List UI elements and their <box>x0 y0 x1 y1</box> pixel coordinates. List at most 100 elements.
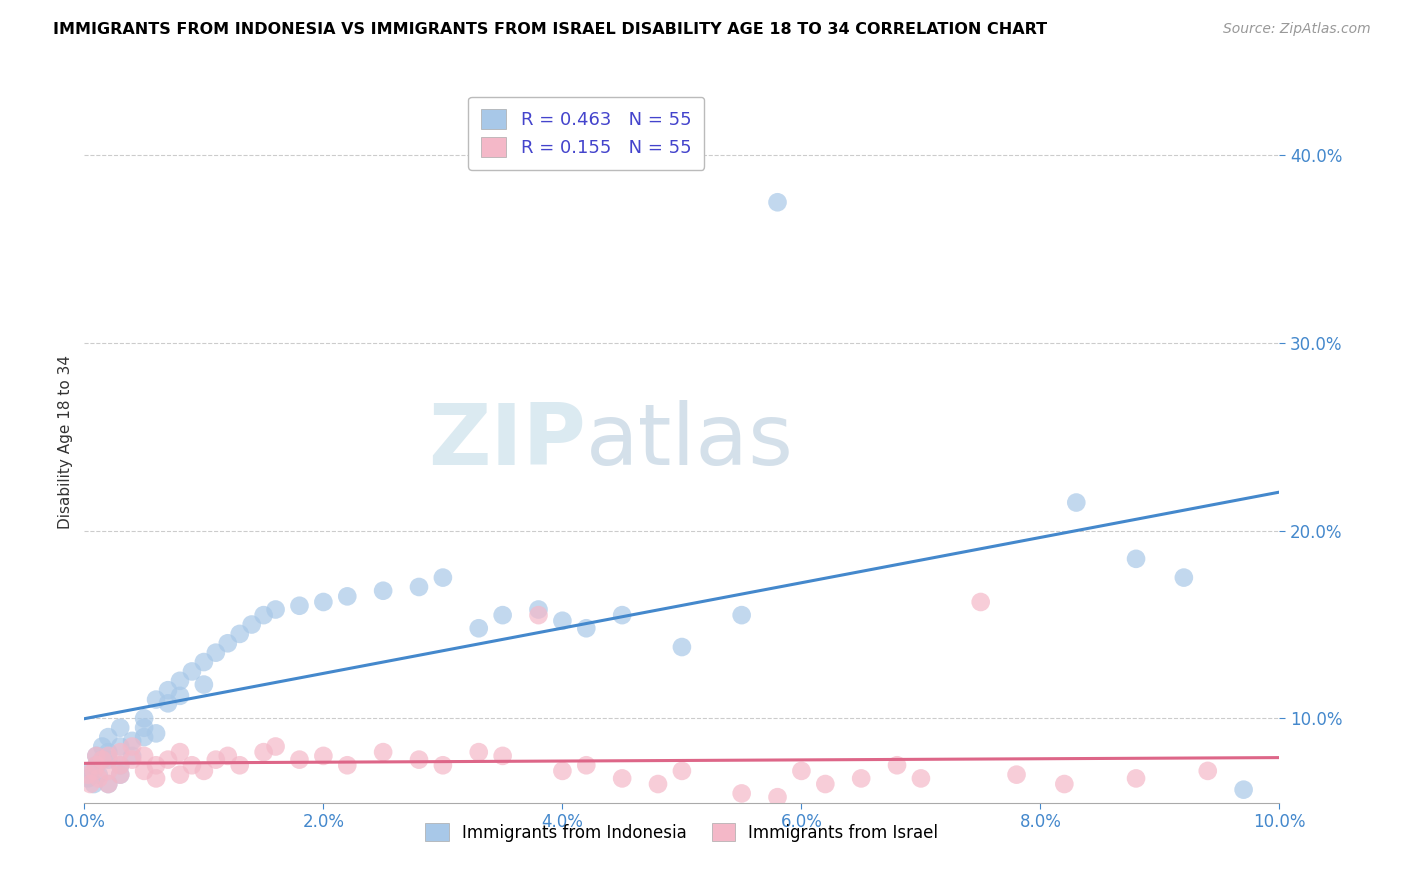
Point <box>97 764 120 778</box>
Point <box>97 748 120 763</box>
Point <box>575 758 598 772</box>
Point <box>575 621 598 635</box>
Point <box>336 758 359 772</box>
Point <box>121 753 143 767</box>
Point <box>240 617 263 632</box>
Point <box>492 608 515 623</box>
Point <box>97 777 120 791</box>
Point <box>145 692 167 706</box>
Point <box>312 748 335 763</box>
Point <box>110 758 132 772</box>
Text: atlas: atlas <box>586 400 794 483</box>
Point <box>77 767 100 781</box>
Point <box>83 764 105 778</box>
Point <box>288 599 311 613</box>
Point <box>157 683 180 698</box>
Point <box>671 640 693 654</box>
Point <box>814 777 837 791</box>
Text: IMMIGRANTS FROM INDONESIA VS IMMIGRANTS FROM ISRAEL DISABILITY AGE 18 TO 34 CORR: IMMIGRANTS FROM INDONESIA VS IMMIGRANTS … <box>53 22 1047 37</box>
Point <box>551 764 574 778</box>
Point <box>132 711 156 725</box>
Point <box>169 689 191 703</box>
Point <box>79 777 101 791</box>
Point <box>253 608 276 623</box>
Point <box>79 764 101 778</box>
Point <box>157 696 180 710</box>
Point <box>110 767 132 781</box>
Point <box>288 753 311 767</box>
Point <box>851 772 873 786</box>
Point <box>91 739 114 754</box>
Point <box>1233 782 1256 797</box>
Point <box>169 745 191 759</box>
Point <box>97 730 120 744</box>
Point <box>468 745 491 759</box>
Point <box>145 772 167 786</box>
Point <box>766 790 789 805</box>
Point <box>336 590 359 604</box>
Point <box>193 764 215 778</box>
Point <box>551 614 574 628</box>
Point <box>731 608 754 623</box>
Point <box>169 673 191 688</box>
Point <box>83 777 105 791</box>
Point <box>205 753 228 767</box>
Point <box>91 753 114 767</box>
Point <box>77 772 100 786</box>
Point <box>408 580 430 594</box>
Point <box>766 195 789 210</box>
Point <box>110 739 132 754</box>
Point <box>91 753 114 767</box>
Point <box>205 646 228 660</box>
Point <box>97 745 120 759</box>
Point <box>264 739 287 754</box>
Point <box>731 786 754 800</box>
Point <box>193 677 215 691</box>
Legend: Immigrants from Indonesia, Immigrants from Israel: Immigrants from Indonesia, Immigrants fr… <box>419 817 945 848</box>
Point <box>132 764 156 778</box>
Point <box>157 753 180 767</box>
Point <box>86 748 108 763</box>
Point <box>1066 495 1088 509</box>
Point <box>121 734 143 748</box>
Point <box>110 767 132 781</box>
Point <box>217 748 239 763</box>
Point <box>253 745 276 759</box>
Point <box>181 665 204 679</box>
Point <box>886 758 908 772</box>
Point <box>86 758 108 772</box>
Point <box>181 758 204 772</box>
Text: Source: ZipAtlas.com: Source: ZipAtlas.com <box>1223 22 1371 37</box>
Point <box>468 621 491 635</box>
Y-axis label: Disability Age 18 to 34: Disability Age 18 to 34 <box>58 354 73 529</box>
Point <box>1125 772 1147 786</box>
Point <box>132 730 156 744</box>
Point <box>373 745 395 759</box>
Point <box>527 608 550 623</box>
Point <box>121 748 143 763</box>
Point <box>910 772 932 786</box>
Point <box>110 745 132 759</box>
Point <box>612 608 634 623</box>
Point <box>264 602 287 616</box>
Point <box>97 777 120 791</box>
Point <box>647 777 669 791</box>
Point <box>132 748 156 763</box>
Point <box>86 758 108 772</box>
Point <box>110 721 132 735</box>
Point <box>87 772 110 786</box>
Point <box>1197 764 1219 778</box>
Point <box>1125 551 1147 566</box>
Point <box>145 758 167 772</box>
Point <box>373 583 395 598</box>
Point <box>408 753 430 767</box>
Text: ZIP: ZIP <box>429 400 586 483</box>
Point <box>145 726 167 740</box>
Point <box>217 636 239 650</box>
Point <box>492 748 515 763</box>
Point <box>193 655 215 669</box>
Point <box>86 748 108 763</box>
Point <box>110 758 132 772</box>
Point <box>1173 571 1195 585</box>
Point <box>132 721 156 735</box>
